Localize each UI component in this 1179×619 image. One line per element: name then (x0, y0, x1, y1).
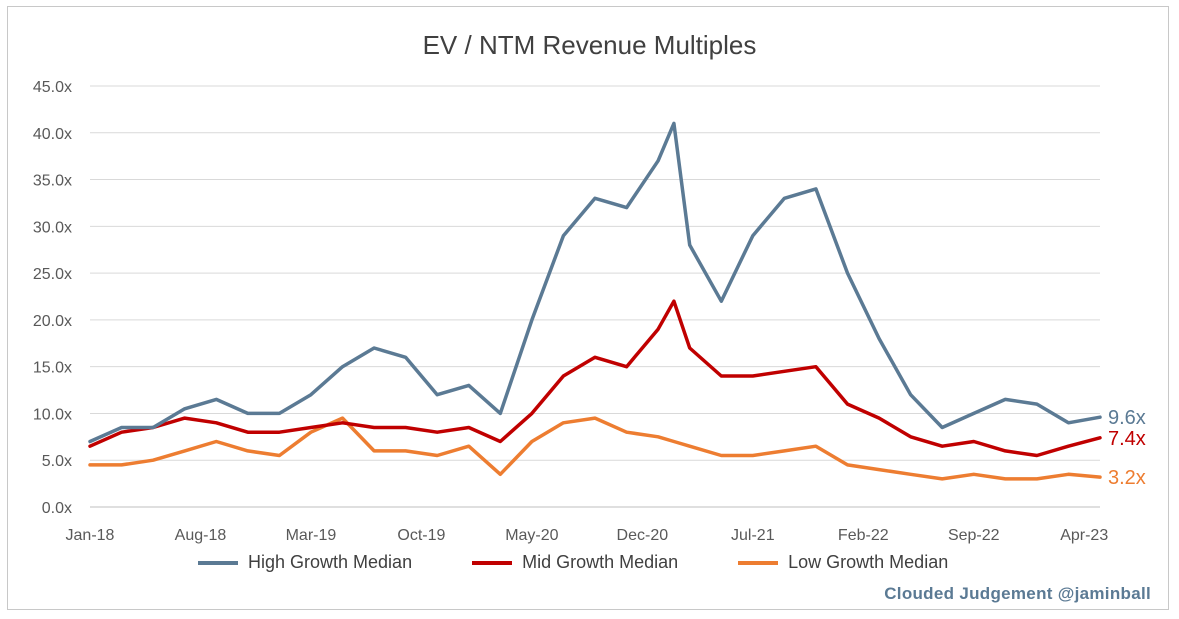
chart-frame (7, 6, 1169, 610)
chart-title: EV / NTM Revenue Multiples (422, 30, 757, 60)
y-tick-label: 45.0x (33, 79, 72, 96)
legend-item-low: Low Growth Median (738, 552, 948, 573)
legend-label-high: High Growth Median (248, 552, 413, 572)
x-tick-label: Sep-22 (948, 527, 1000, 544)
series-line-mid-growth-median (88, 299, 1102, 458)
legend-item-high: High Growth Median (198, 552, 412, 573)
legend-swatch-mid (472, 560, 513, 565)
legend-label-mid: Mid Growth Median (522, 552, 679, 572)
legend-item-mid: Mid Growth Median (472, 552, 678, 573)
x-tick-label: May-20 (505, 527, 558, 544)
y-tick-label: 15.0x (33, 360, 72, 377)
x-tick-label: Dec-20 (617, 527, 669, 544)
series-line-low-growth-median (88, 416, 1102, 481)
x-tick-label: Jul-21 (731, 527, 775, 544)
series-line-high-growth-median (88, 121, 1102, 444)
y-tick-label: 10.0x (33, 406, 72, 423)
legend-swatch-low (738, 560, 779, 565)
x-tick-label: Oct-19 (397, 527, 445, 544)
chart-legend: High Growth Median Mid Growth Median Low… (198, 552, 948, 573)
y-tick-label: 30.0x (33, 219, 72, 236)
y-tick-label: 5.0x (42, 453, 72, 470)
x-tick-label: Mar-19 (286, 527, 337, 544)
end-label-mid-growth-median: 7.4x (1108, 428, 1146, 450)
y-tick-label: 40.0x (33, 126, 72, 143)
footer-credit: Clouded Judgement @jaminball (884, 584, 1151, 603)
y-tick-label: 0.0x (42, 500, 72, 517)
x-tick-label: Aug-18 (175, 527, 227, 544)
end-label-high-growth-median: 9.6x (1108, 407, 1146, 429)
y-tick-label: 25.0x (33, 266, 72, 283)
legend-swatch-high (198, 560, 238, 565)
y-tick-label: 35.0x (33, 173, 72, 190)
x-tick-label: Apr-23 (1060, 527, 1108, 544)
x-tick-label: Feb-22 (838, 527, 889, 544)
legend-label-low: Low Growth Median (788, 552, 949, 572)
y-tick-label: 20.0x (33, 313, 72, 330)
x-tick-label: Jan-18 (66, 527, 115, 544)
end-label-low-growth-median: 3.2x (1108, 467, 1146, 489)
